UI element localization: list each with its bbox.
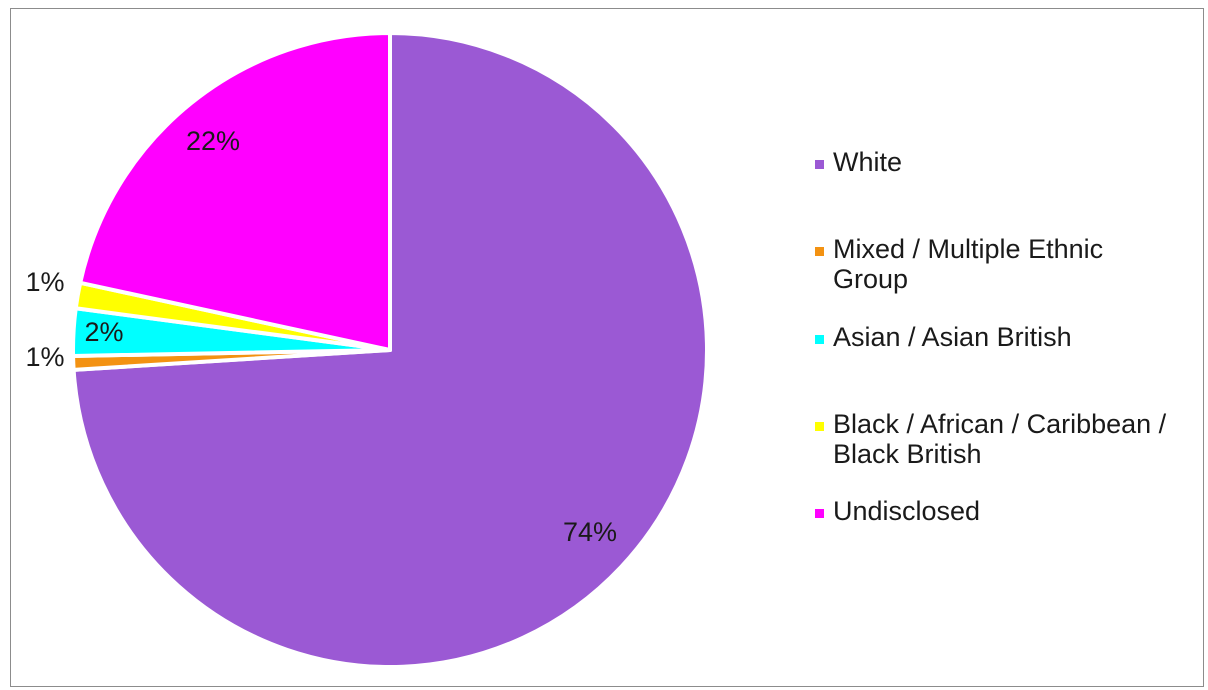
pie-slices (71, 31, 709, 669)
data-label-undisclosed: 22% (186, 126, 240, 156)
legend-swatch-undisclosed (815, 509, 824, 518)
pie-slice-undisclosed (78, 31, 392, 352)
legend-label: Mixed / Multiple Ethnic Group (833, 234, 1104, 294)
legend-swatch-black (815, 422, 824, 431)
data-label-black: 1% (25, 267, 64, 297)
legend-label: Asian / Asian British (833, 322, 1072, 352)
legend-label: Black / African / Caribbean / Black Brit… (833, 409, 1167, 469)
legend-swatch-asian (815, 335, 824, 344)
legend-item-undisclosed: Undisclosed (815, 496, 980, 526)
legend-label: White (833, 147, 903, 177)
legend-swatch-mixed (815, 247, 824, 256)
legend-item-asian: Asian / Asian British (815, 322, 1072, 352)
legend-label: Undisclosed (833, 496, 981, 526)
legend-swatch-white (815, 160, 824, 169)
legend-item-black: Black / African / Caribbean / Black Brit… (815, 409, 1203, 469)
data-label-asian: 2% (84, 317, 123, 347)
legend-item-mixed: Mixed / Multiple Ethnic Group (815, 234, 1173, 294)
data-label-white: 74% (563, 517, 617, 547)
legend-item-white: White (815, 147, 902, 177)
pie-data-labels: 74% 1% 2% 1% 22% (25, 126, 617, 547)
data-label-mixed: 1% (25, 342, 64, 372)
